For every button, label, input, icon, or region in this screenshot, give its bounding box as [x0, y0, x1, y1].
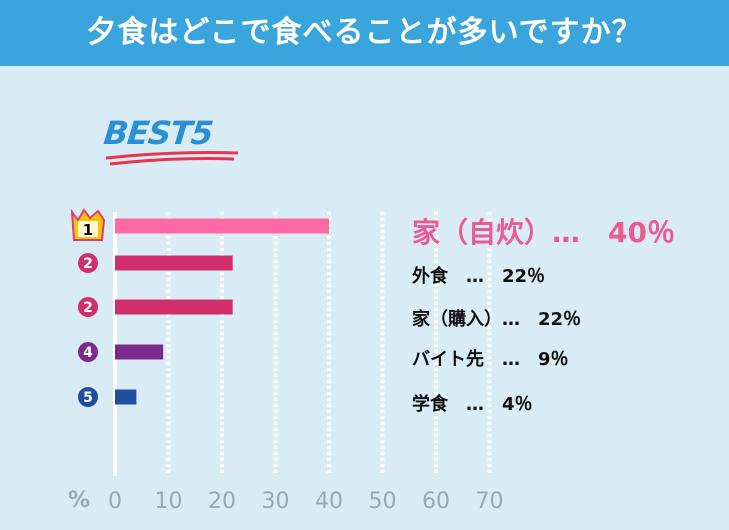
x-tick-label-20: 20: [208, 489, 236, 514]
rank-label-1: 1: [83, 221, 93, 239]
rank-label-2: 2: [83, 256, 93, 272]
x-axis-unit: %: [68, 488, 91, 513]
x-tick-label-60: 60: [422, 489, 450, 514]
value-label-4: バイト先 … 9％: [412, 349, 569, 370]
rank-label-5: 5: [83, 390, 93, 406]
x-tick-label-50: 50: [369, 489, 397, 514]
best5-badge: BEST5: [102, 114, 244, 176]
bar-5: [115, 389, 137, 405]
rank-badge-2: [78, 253, 98, 273]
bar-4: [115, 344, 164, 360]
x-tick-label-10: 10: [155, 489, 183, 514]
x-tick-label-40: 40: [315, 489, 343, 514]
rank-badge-4: [78, 342, 98, 362]
bar-1: [115, 218, 329, 234]
bar-2: [115, 255, 233, 271]
x-tick-label-70: 70: [476, 489, 504, 514]
crown-icon-face: [78, 221, 98, 237]
x-tick-label-30: 30: [262, 489, 290, 514]
rank-badge-3: [78, 297, 98, 317]
value-label-2: 外食 … 22％: [412, 266, 546, 287]
x-tick-label-0: 0: [108, 489, 122, 514]
rank-label-4: 4: [83, 345, 93, 361]
rank-label-3: 2: [83, 300, 93, 316]
value-label-3: 家（購入）… 22％: [412, 309, 582, 330]
value-label-5: 学食 … 4％: [412, 394, 533, 415]
best5-underline: [105, 151, 239, 166]
rank-badge-5: [78, 387, 98, 407]
bar-3: [115, 299, 233, 315]
value-label-1: 家（自炊）… 40％: [412, 216, 675, 249]
page-title: 夕食はどこで食べることが多いですか？: [86, 15, 643, 50]
header-bar: 夕食はどこで食べることが多いですか？: [0, 0, 729, 66]
